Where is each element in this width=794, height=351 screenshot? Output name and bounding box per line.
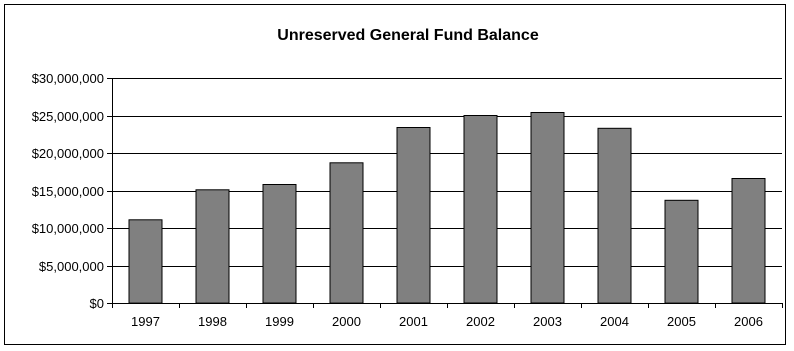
x-tick-label: 1999 [265, 314, 294, 329]
bar-2005 [664, 199, 699, 304]
y-tick-label: $5,000,000 [39, 259, 104, 274]
bar-2002 [463, 115, 498, 304]
x-tick-label: 2006 [734, 314, 763, 329]
bar-2003 [530, 112, 565, 304]
x-tick-label: 2002 [466, 314, 495, 329]
y-tick-label: $25,000,000 [32, 109, 104, 124]
y-tick-label: $30,000,000 [32, 71, 104, 86]
bar-2001 [396, 127, 431, 304]
x-tick-label: 1998 [198, 314, 227, 329]
bar-2006 [731, 178, 766, 304]
x-tick-label: 1997 [131, 314, 160, 329]
x-tick-label: 2005 [667, 314, 696, 329]
x-tick-label: 2000 [332, 314, 361, 329]
x-tick-label: 2003 [533, 314, 562, 329]
bar-2004 [597, 127, 632, 304]
bar-1997 [128, 219, 163, 304]
bar-1999 [262, 184, 297, 304]
x-tick-label: 2001 [399, 314, 428, 329]
x-tick-label: 2004 [600, 314, 629, 329]
axes [107, 78, 783, 308]
y-tick-label: $0 [90, 296, 104, 311]
y-tick-label: $15,000,000 [32, 184, 104, 199]
bar-1998 [195, 189, 230, 304]
y-tick-label: $10,000,000 [32, 221, 104, 236]
x-axis-tick-labels: 1997 1998 1999 2000 2001 2002 2003 2004 2005 2006 [131, 314, 763, 329]
bars [128, 112, 766, 304]
chart-title: Unreserved General Fund Balance [277, 27, 539, 44]
bar-2000 [329, 162, 364, 304]
y-axis-tick-labels: $0 $5,000,000 $10,000,000 $15,000,000 $20,00… [32, 71, 104, 311]
y-tick-label: $20,000,000 [32, 146, 104, 161]
